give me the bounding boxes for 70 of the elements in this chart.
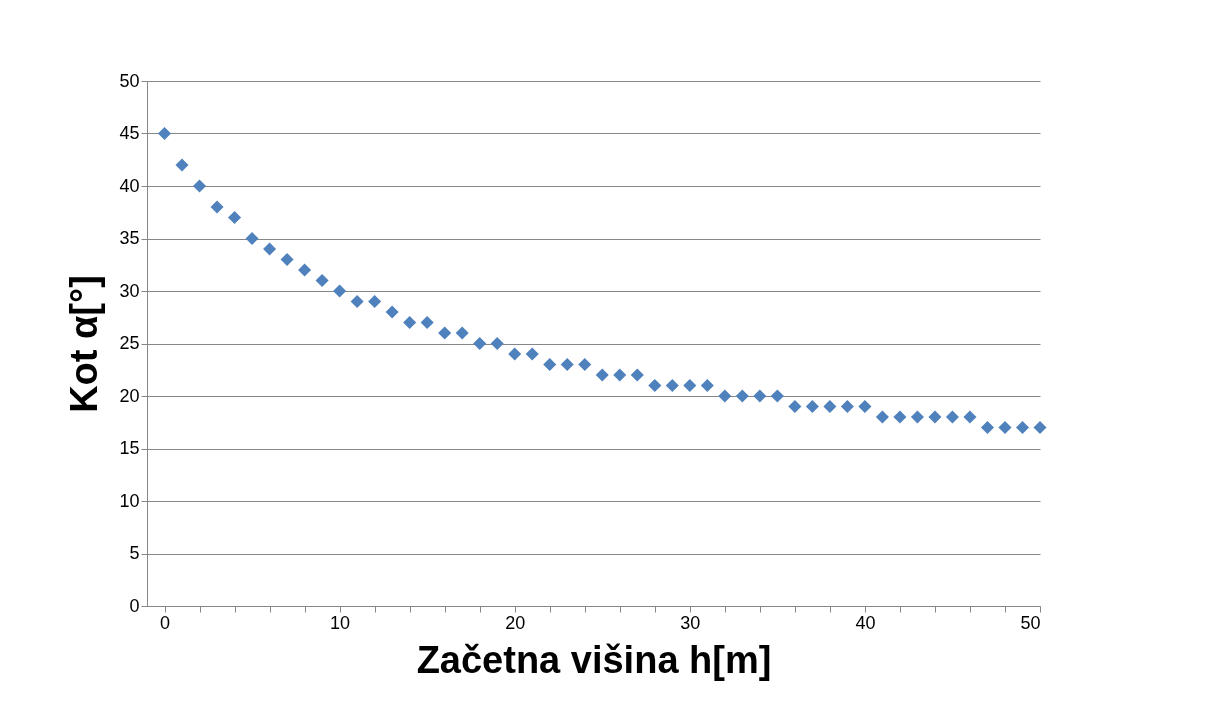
point [770,389,784,403]
point [753,389,767,403]
point [823,399,837,414]
point [805,399,819,414]
point [420,315,434,330]
y-tick-label: 45 [119,123,140,143]
point [945,410,959,424]
point [735,389,749,403]
point [438,326,452,340]
point [263,242,277,256]
point [683,378,697,393]
y-tick-label: 15 [119,438,140,458]
point [893,410,907,424]
point [718,389,732,403]
point [157,126,172,141]
point [858,399,872,414]
x-tick-label: 50 [1020,612,1041,633]
x-tick-label: 10 [330,612,351,633]
point [1033,420,1047,435]
y-tick-label: 20 [119,385,140,406]
point [980,420,994,435]
point [648,378,662,393]
point [840,399,854,414]
y-tick-label: 50 [119,70,140,91]
point [508,347,522,361]
point [403,315,417,330]
point [788,399,802,414]
point [350,294,364,309]
point [560,357,574,372]
x-tick-label: 30 [680,612,701,633]
point [543,357,557,372]
point [315,273,329,288]
y-tick-label: 35 [119,228,140,248]
point [525,347,539,361]
point [578,357,592,372]
y-tick-label: 5 [129,543,140,563]
point [280,252,294,267]
point [1015,420,1030,435]
point [875,410,889,424]
point [210,200,224,214]
point [175,158,189,172]
point [245,231,259,246]
point [910,410,924,424]
point [700,378,714,393]
point [998,420,1012,435]
point [613,368,627,382]
x-axis-title: Začetna višina h[m] [416,638,772,681]
point [228,210,242,225]
y-tick-label: 0 [129,595,140,616]
point [333,284,347,298]
y-tick-label: 25 [119,333,140,353]
point [963,410,977,424]
y-tick-label: 40 [119,175,140,196]
point [928,410,942,424]
point [368,294,382,309]
point [385,305,399,319]
point [595,368,609,382]
point [490,336,504,351]
x-tick-label: 0 [160,612,171,633]
point [630,368,644,382]
x-tick-label: 20 [505,612,526,633]
y-tick-label: 30 [119,280,140,301]
point [455,326,469,340]
point [193,179,207,193]
point [298,263,312,277]
y-tick-label: 10 [119,490,140,511]
point [473,336,487,351]
point [665,378,679,393]
x-tick-label: 40 [855,612,876,633]
y-axis-title: Kot α[°] [63,275,106,413]
